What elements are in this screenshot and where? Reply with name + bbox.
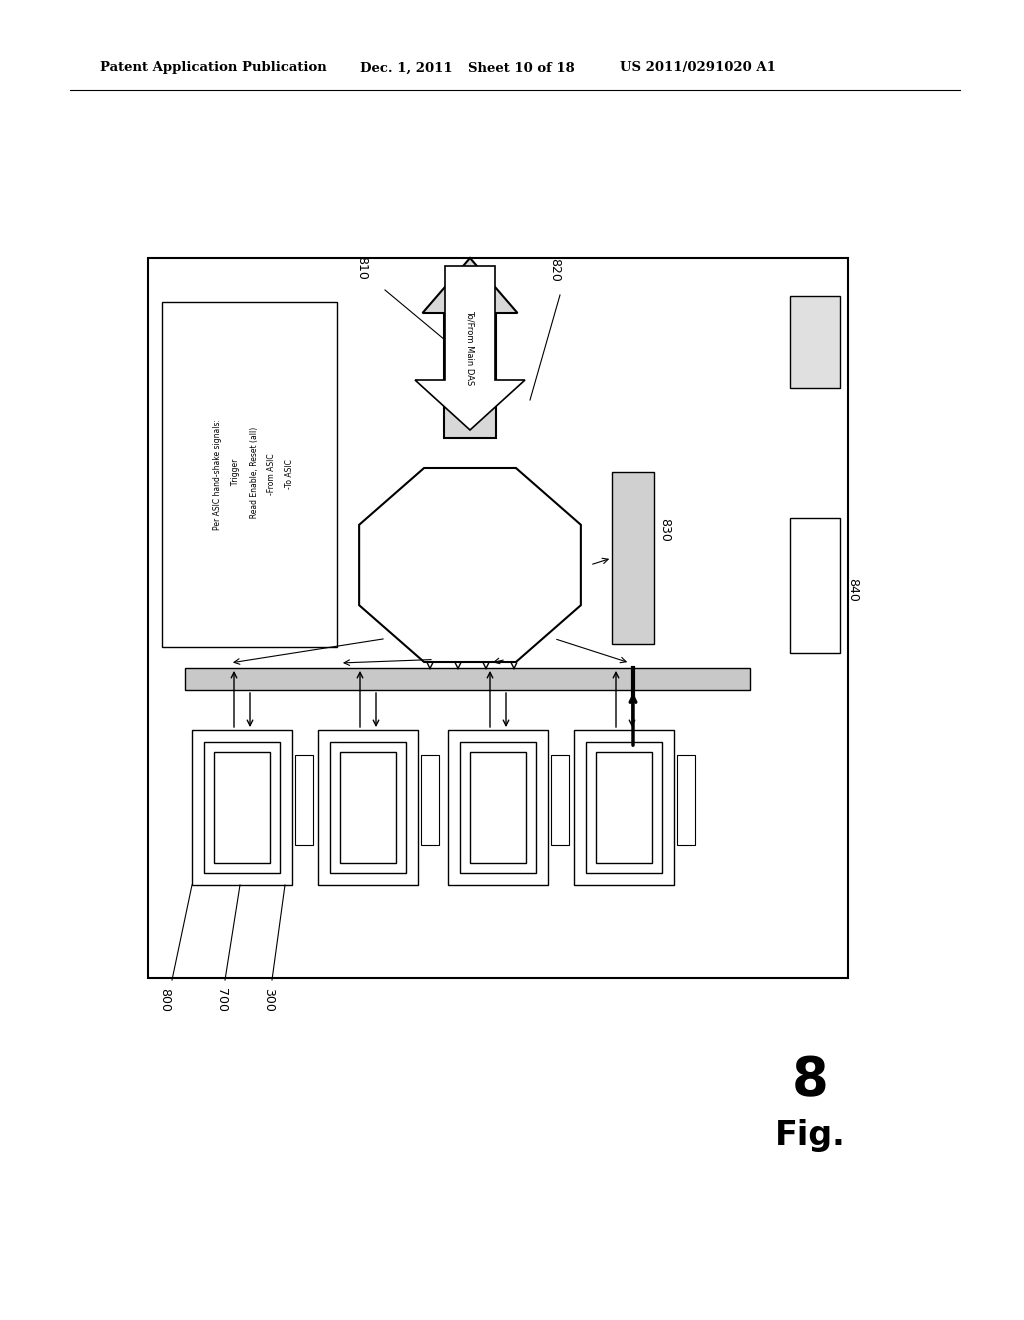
Text: Per ASIC hand-shake signals:: Per ASIC hand-shake signals:: [213, 418, 222, 531]
Bar: [162, 302, 337, 647]
Bar: [596, 752, 652, 863]
Bar: [193, 730, 292, 884]
Bar: [551, 755, 569, 845]
Polygon shape: [423, 257, 517, 438]
Polygon shape: [359, 469, 581, 663]
Bar: [449, 730, 548, 884]
Bar: [330, 742, 406, 873]
Text: Fig.: Fig.: [774, 1118, 846, 1151]
Text: 8: 8: [792, 1053, 828, 1106]
Bar: [586, 742, 662, 873]
Text: 810: 810: [355, 256, 368, 280]
Text: Patent Application Publication: Patent Application Publication: [100, 62, 327, 74]
Bar: [214, 752, 270, 863]
Bar: [470, 752, 526, 863]
Text: Sheet 10 of 18: Sheet 10 of 18: [468, 62, 574, 74]
Bar: [295, 755, 313, 845]
Bar: [460, 742, 536, 873]
Bar: [790, 296, 840, 388]
Text: -From ASIC: -From ASIC: [267, 454, 276, 495]
Text: 830: 830: [658, 517, 671, 543]
Text: Read Enable, Reset (all): Read Enable, Reset (all): [250, 426, 258, 523]
Text: 700: 700: [215, 987, 228, 1012]
Bar: [185, 668, 750, 690]
Bar: [148, 257, 848, 978]
Bar: [612, 473, 654, 644]
Polygon shape: [415, 267, 525, 430]
Bar: [574, 730, 674, 884]
Text: Trigger: Trigger: [231, 459, 241, 490]
Bar: [318, 730, 418, 884]
Bar: [204, 742, 280, 873]
Text: 300: 300: [262, 989, 275, 1012]
Text: Dec. 1, 2011: Dec. 1, 2011: [360, 62, 453, 74]
Text: 820: 820: [548, 259, 561, 282]
Bar: [421, 755, 439, 845]
Text: -To ASIC: -To ASIC: [286, 459, 295, 490]
Text: US 2011/0291020 A1: US 2011/0291020 A1: [620, 62, 776, 74]
Text: To/From Main DAS: To/From Main DAS: [466, 310, 474, 385]
Bar: [790, 517, 840, 653]
Bar: [677, 755, 695, 845]
Text: 840: 840: [846, 578, 859, 602]
Bar: [340, 752, 396, 863]
Text: 800: 800: [158, 987, 171, 1012]
